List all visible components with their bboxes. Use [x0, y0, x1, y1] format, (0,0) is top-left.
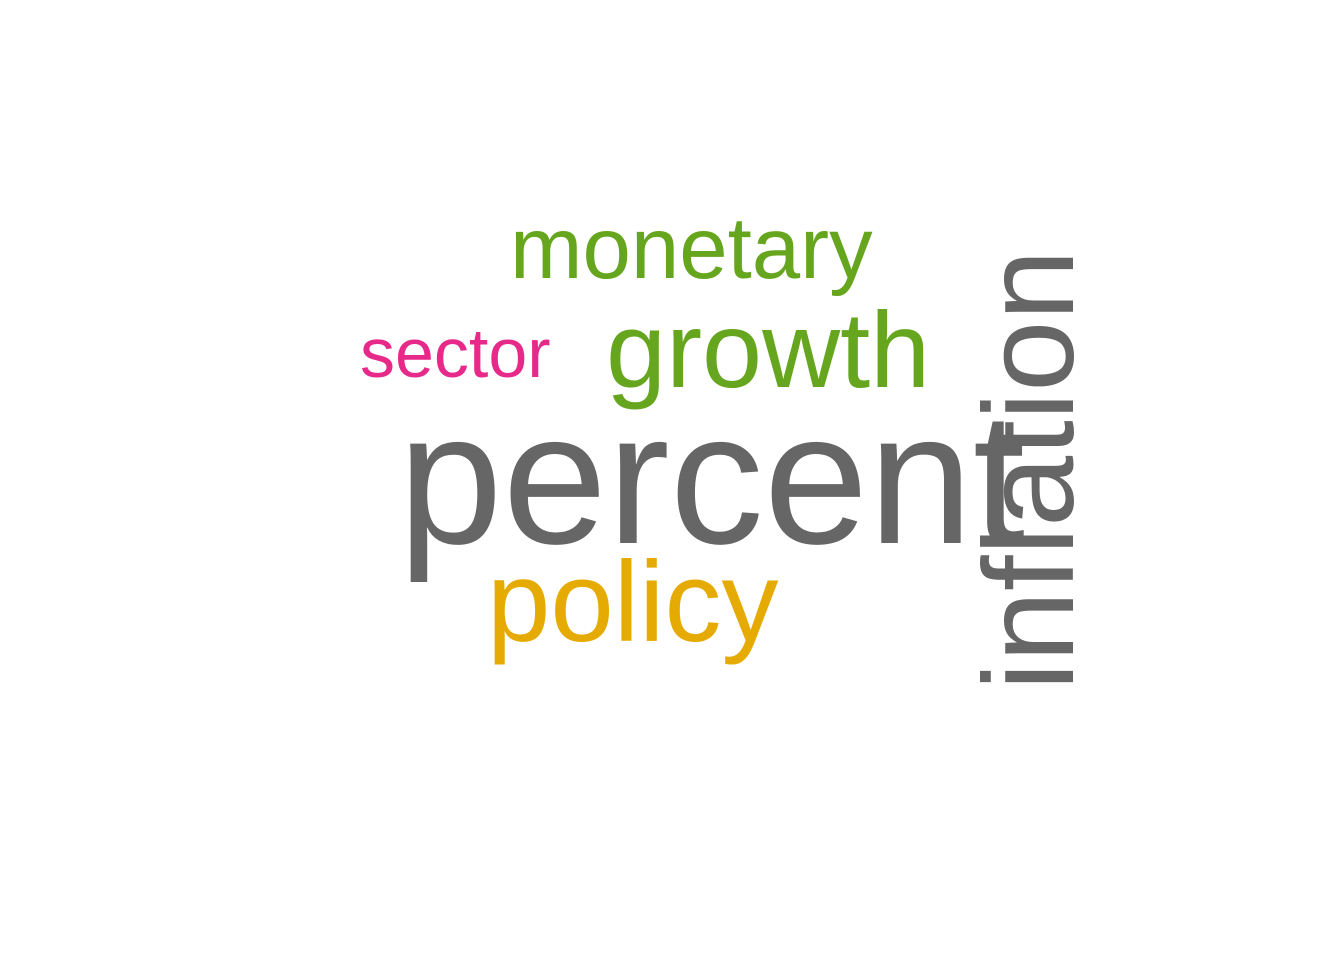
- word-growth: growth: [606, 289, 931, 410]
- word-percent: percent: [398, 373, 1026, 583]
- word-sector: sector: [360, 314, 551, 392]
- word-monetary: monetary: [510, 200, 873, 297]
- word-policy: policy: [487, 539, 779, 666]
- word-inflation: inflation: [958, 249, 1101, 691]
